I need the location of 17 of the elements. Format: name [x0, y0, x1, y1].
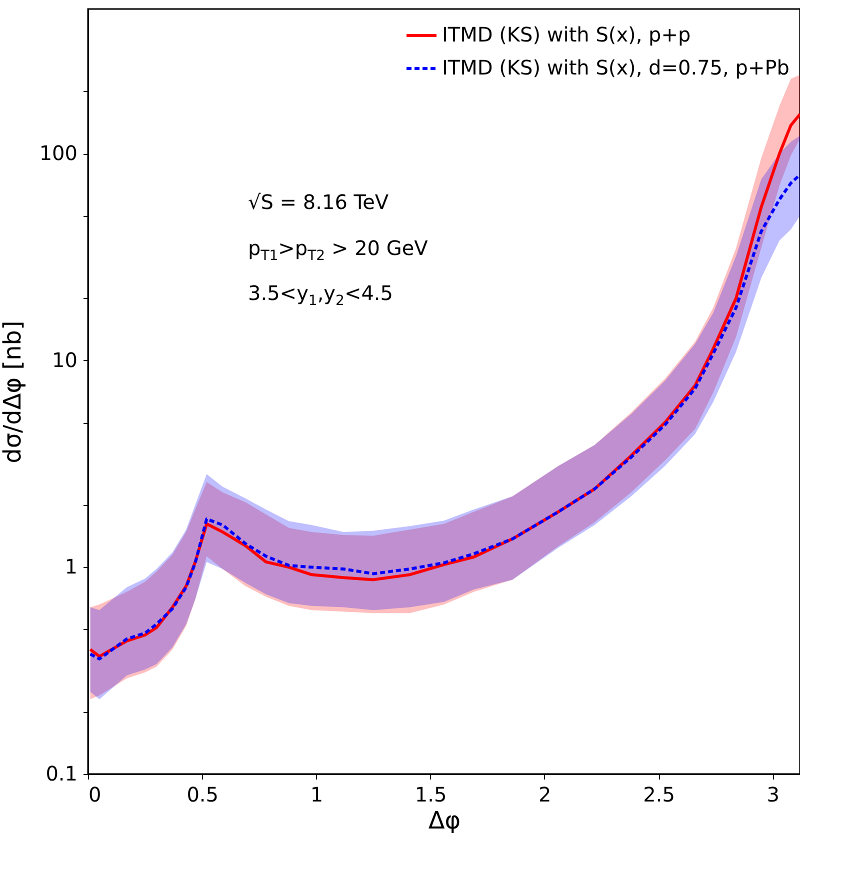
x-tick-label: 2: [538, 782, 552, 806]
x-tick-label: 0: [88, 782, 102, 806]
y-tick-label: 10: [52, 348, 78, 372]
y-tick-label: 100: [39, 141, 78, 166]
x-tick-label: 0.5: [186, 782, 219, 806]
annotation: p$_{T1}$>p$_{T2}$ > 20 GeV: [248, 236, 428, 264]
x-tick-label: 3: [766, 782, 780, 806]
x-tick-label: 1: [310, 782, 324, 806]
y-tick-label: 1: [64, 554, 78, 579]
legend-label: ITMD (KS) with S(x), d=0.75, p+Pb: [442, 56, 790, 80]
x-tick-label: 2.5: [643, 782, 675, 806]
annotation: √S = 8.16 TeV: [248, 190, 389, 214]
y-axis-title: dσ/dΔφ [nb]: [0, 320, 26, 464]
y-tick-label: 0.1: [46, 762, 78, 786]
annotation: 3.5<y$_{1}$,y$_{2}$<4.5: [248, 281, 394, 309]
legend-label: ITMD (KS) with S(x), p+p: [442, 22, 691, 46]
x-tick-label: 1.5: [414, 782, 447, 806]
